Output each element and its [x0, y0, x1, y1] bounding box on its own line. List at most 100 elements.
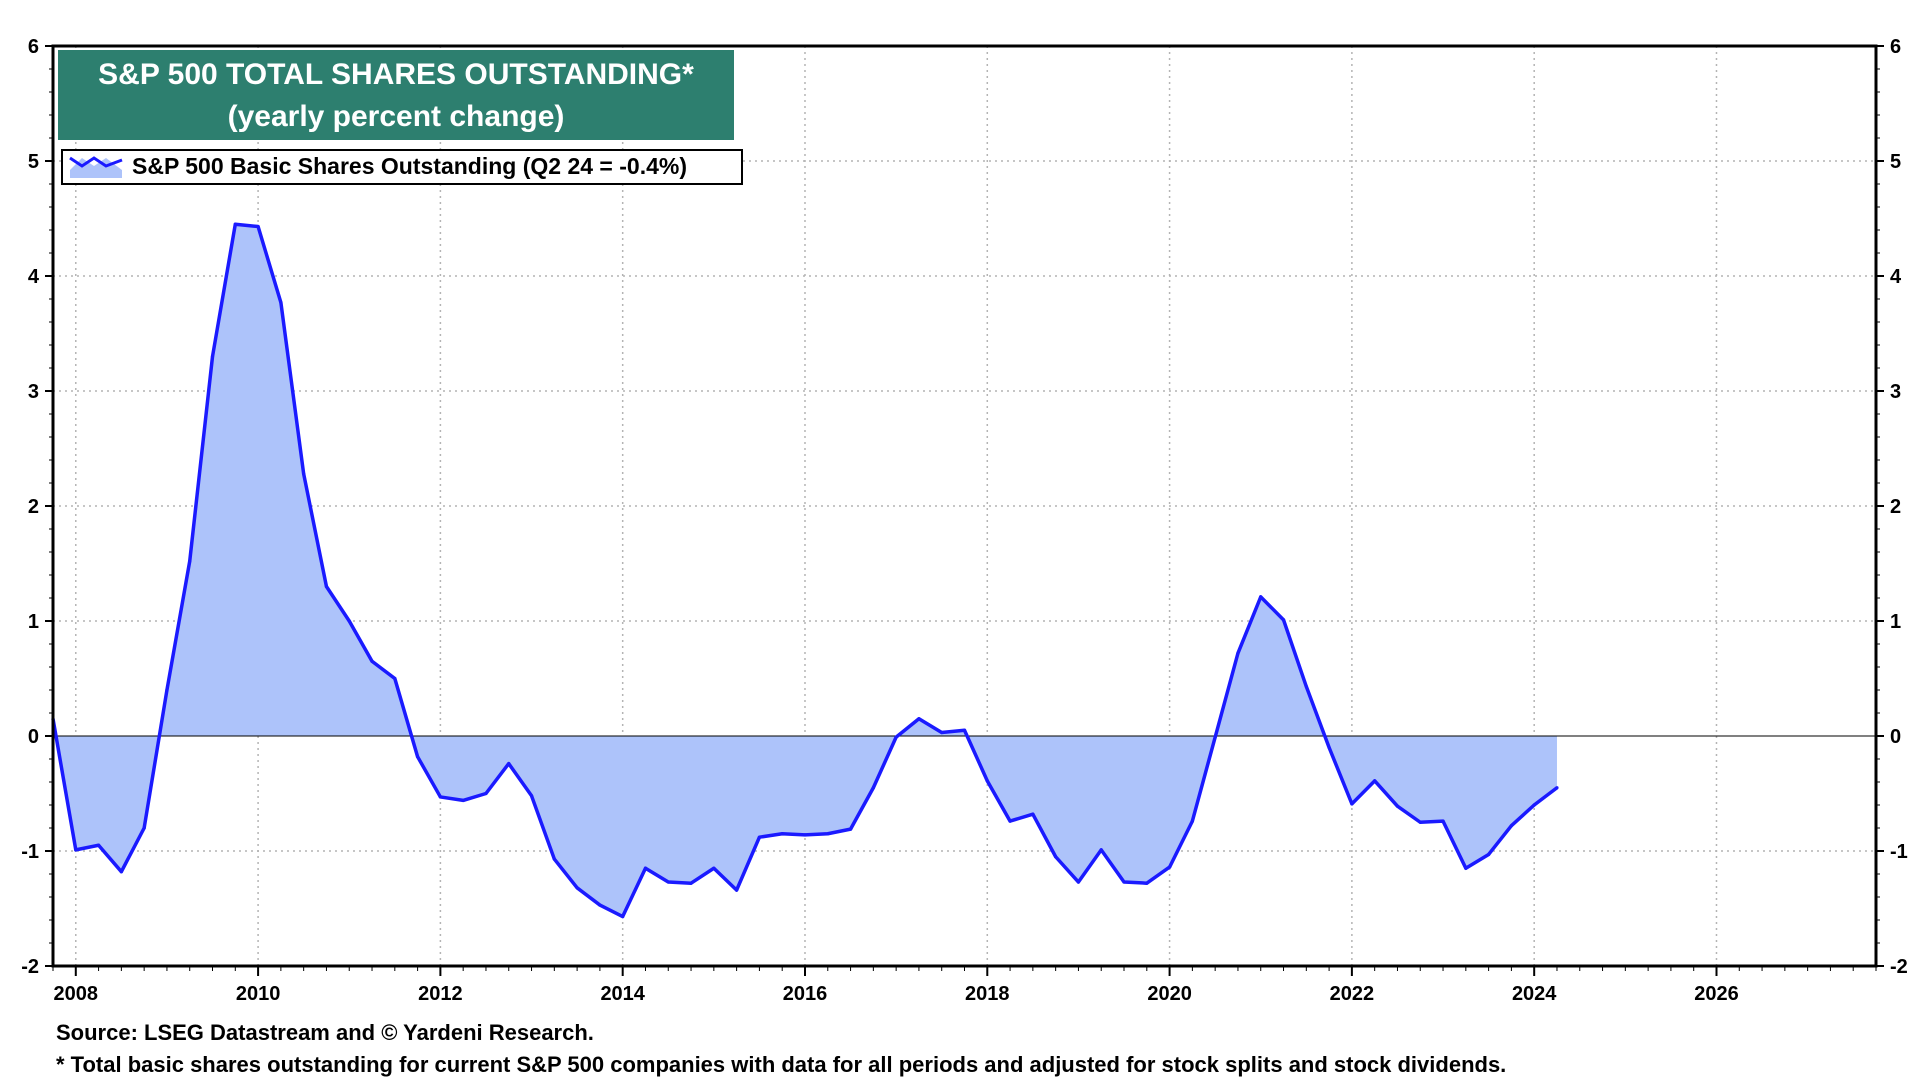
data-point: [1373, 779, 1377, 783]
grid-layer: [53, 46, 1876, 966]
data-point: [1076, 880, 1081, 884]
y-tick-label-right: 0: [1890, 726, 1901, 748]
legend-swatch-line: [69, 156, 123, 168]
y-tick-label-left: 3: [28, 381, 39, 403]
data-point: [917, 717, 921, 721]
y-tick-label-right: 2: [1890, 496, 1901, 518]
y-tick-label-left: 5: [28, 151, 39, 173]
x-tick-label: 2010: [236, 983, 281, 1005]
y-tick-label-left: 6: [28, 36, 39, 58]
data-point: [1259, 595, 1263, 599]
data-point: [324, 584, 329, 589]
data-point: [484, 791, 488, 796]
data-point: [74, 848, 78, 852]
data-point: [1464, 866, 1468, 870]
data-point: [643, 866, 648, 870]
y-tick-label-right: -1: [1890, 841, 1908, 863]
legend-box: [61, 149, 743, 185]
data-point: [552, 857, 556, 861]
data-point: [1281, 618, 1286, 622]
y-tick-label-left: 4: [28, 266, 40, 288]
data-point: [142, 826, 146, 830]
data-point: [666, 880, 670, 884]
chart-title: S&P 500 TOTAL SHARES OUTSTANDING*: [98, 58, 694, 91]
data-point: [1213, 735, 1217, 739]
legend-entry: S&P 500 Basic Shares Outstanding (Q2 24 …: [132, 153, 687, 179]
data-point: [1054, 855, 1058, 859]
data-point: [233, 222, 237, 226]
x-tick-label: 2024: [1512, 983, 1557, 1005]
series-area: [53, 224, 1557, 917]
data-point: [985, 779, 989, 783]
y-tick-label-right: 5: [1890, 151, 1901, 173]
y-tick-label-left: 1: [28, 611, 39, 633]
data-point: [1190, 819, 1194, 823]
data-point: [279, 300, 283, 305]
y-tick-label-right: 4: [1890, 266, 1902, 288]
chart-subtitle: (yearly percent change): [228, 100, 565, 133]
data-point: [1236, 651, 1240, 655]
data-point: [1350, 802, 1354, 806]
data-point: [1395, 804, 1400, 808]
data-point: [962, 728, 967, 732]
y-tick-label-left: -2: [21, 956, 39, 978]
data-point: [370, 659, 374, 663]
data-point: [712, 866, 716, 870]
data-point: [689, 881, 693, 885]
x-tick-label: 2012: [418, 983, 463, 1005]
data-point: [188, 559, 192, 563]
data-point: [507, 762, 511, 766]
data-point: [302, 472, 306, 476]
x-tick-label: 2020: [1147, 983, 1192, 1005]
data-point: [621, 914, 625, 919]
y-tick-label-left: 0: [28, 726, 39, 748]
data-point: [1099, 848, 1103, 852]
data-point: [347, 619, 351, 623]
data-point: [894, 735, 898, 739]
data-point: [1304, 684, 1308, 689]
data-point: [393, 676, 397, 681]
area-layer: [53, 224, 1557, 917]
data-point: [1167, 865, 1172, 869]
data-point: [735, 888, 739, 892]
y-tick-label-right: 1: [1890, 611, 1901, 633]
legend: S&P 500 Basic Shares Outstanding (Q2 24 …: [61, 149, 743, 185]
data-point: [848, 827, 853, 831]
data-point: [1031, 812, 1035, 816]
title-box: S&P 500 TOTAL SHARES OUTSTANDING* (yearl…: [58, 50, 734, 140]
data-point: [1532, 803, 1536, 807]
data-point: [1327, 745, 1331, 750]
data-point: [1122, 880, 1126, 884]
footer-source: Source: LSEG Datastream and © Yardeni Re…: [56, 1020, 594, 1045]
data-point: [165, 688, 169, 692]
x-tick-label: 2022: [1330, 983, 1375, 1005]
line-layer: [51, 222, 1559, 919]
y-tick-label-right: 6: [1890, 36, 1901, 58]
data-point: [96, 843, 101, 847]
data-point: [119, 870, 123, 874]
data-point: [803, 833, 807, 837]
data-point: [1555, 786, 1559, 790]
data-point: [1487, 852, 1491, 857]
data-point: [256, 224, 260, 229]
data-point: [871, 786, 875, 790]
x-tick-label: 2008: [54, 983, 99, 1005]
legend-swatch-fill: [70, 158, 122, 178]
y-tick-label-left: 2: [28, 496, 39, 518]
data-point: [1145, 881, 1149, 885]
data-point: [575, 886, 579, 890]
data-point: [416, 755, 420, 759]
data-point: [1418, 820, 1422, 824]
title-background: [58, 50, 734, 140]
footer-note: * Total basic shares outstanding for cur…: [56, 1052, 1506, 1077]
data-point: [461, 798, 465, 803]
data-point: [438, 795, 442, 799]
data-point: [780, 832, 784, 836]
y-tick-label-right: -2: [1890, 956, 1908, 978]
tick-layer: 6 5 4 3 2 1 0 -1 -2 6 5 4 3 2 1 0 -1 -2 2008 2010 2012 2014 20…: [21, 36, 1908, 1005]
x-tick-label: 2014: [600, 983, 645, 1005]
y-tick-label-right: 3: [1890, 381, 1901, 403]
data-point: [1509, 824, 1513, 828]
